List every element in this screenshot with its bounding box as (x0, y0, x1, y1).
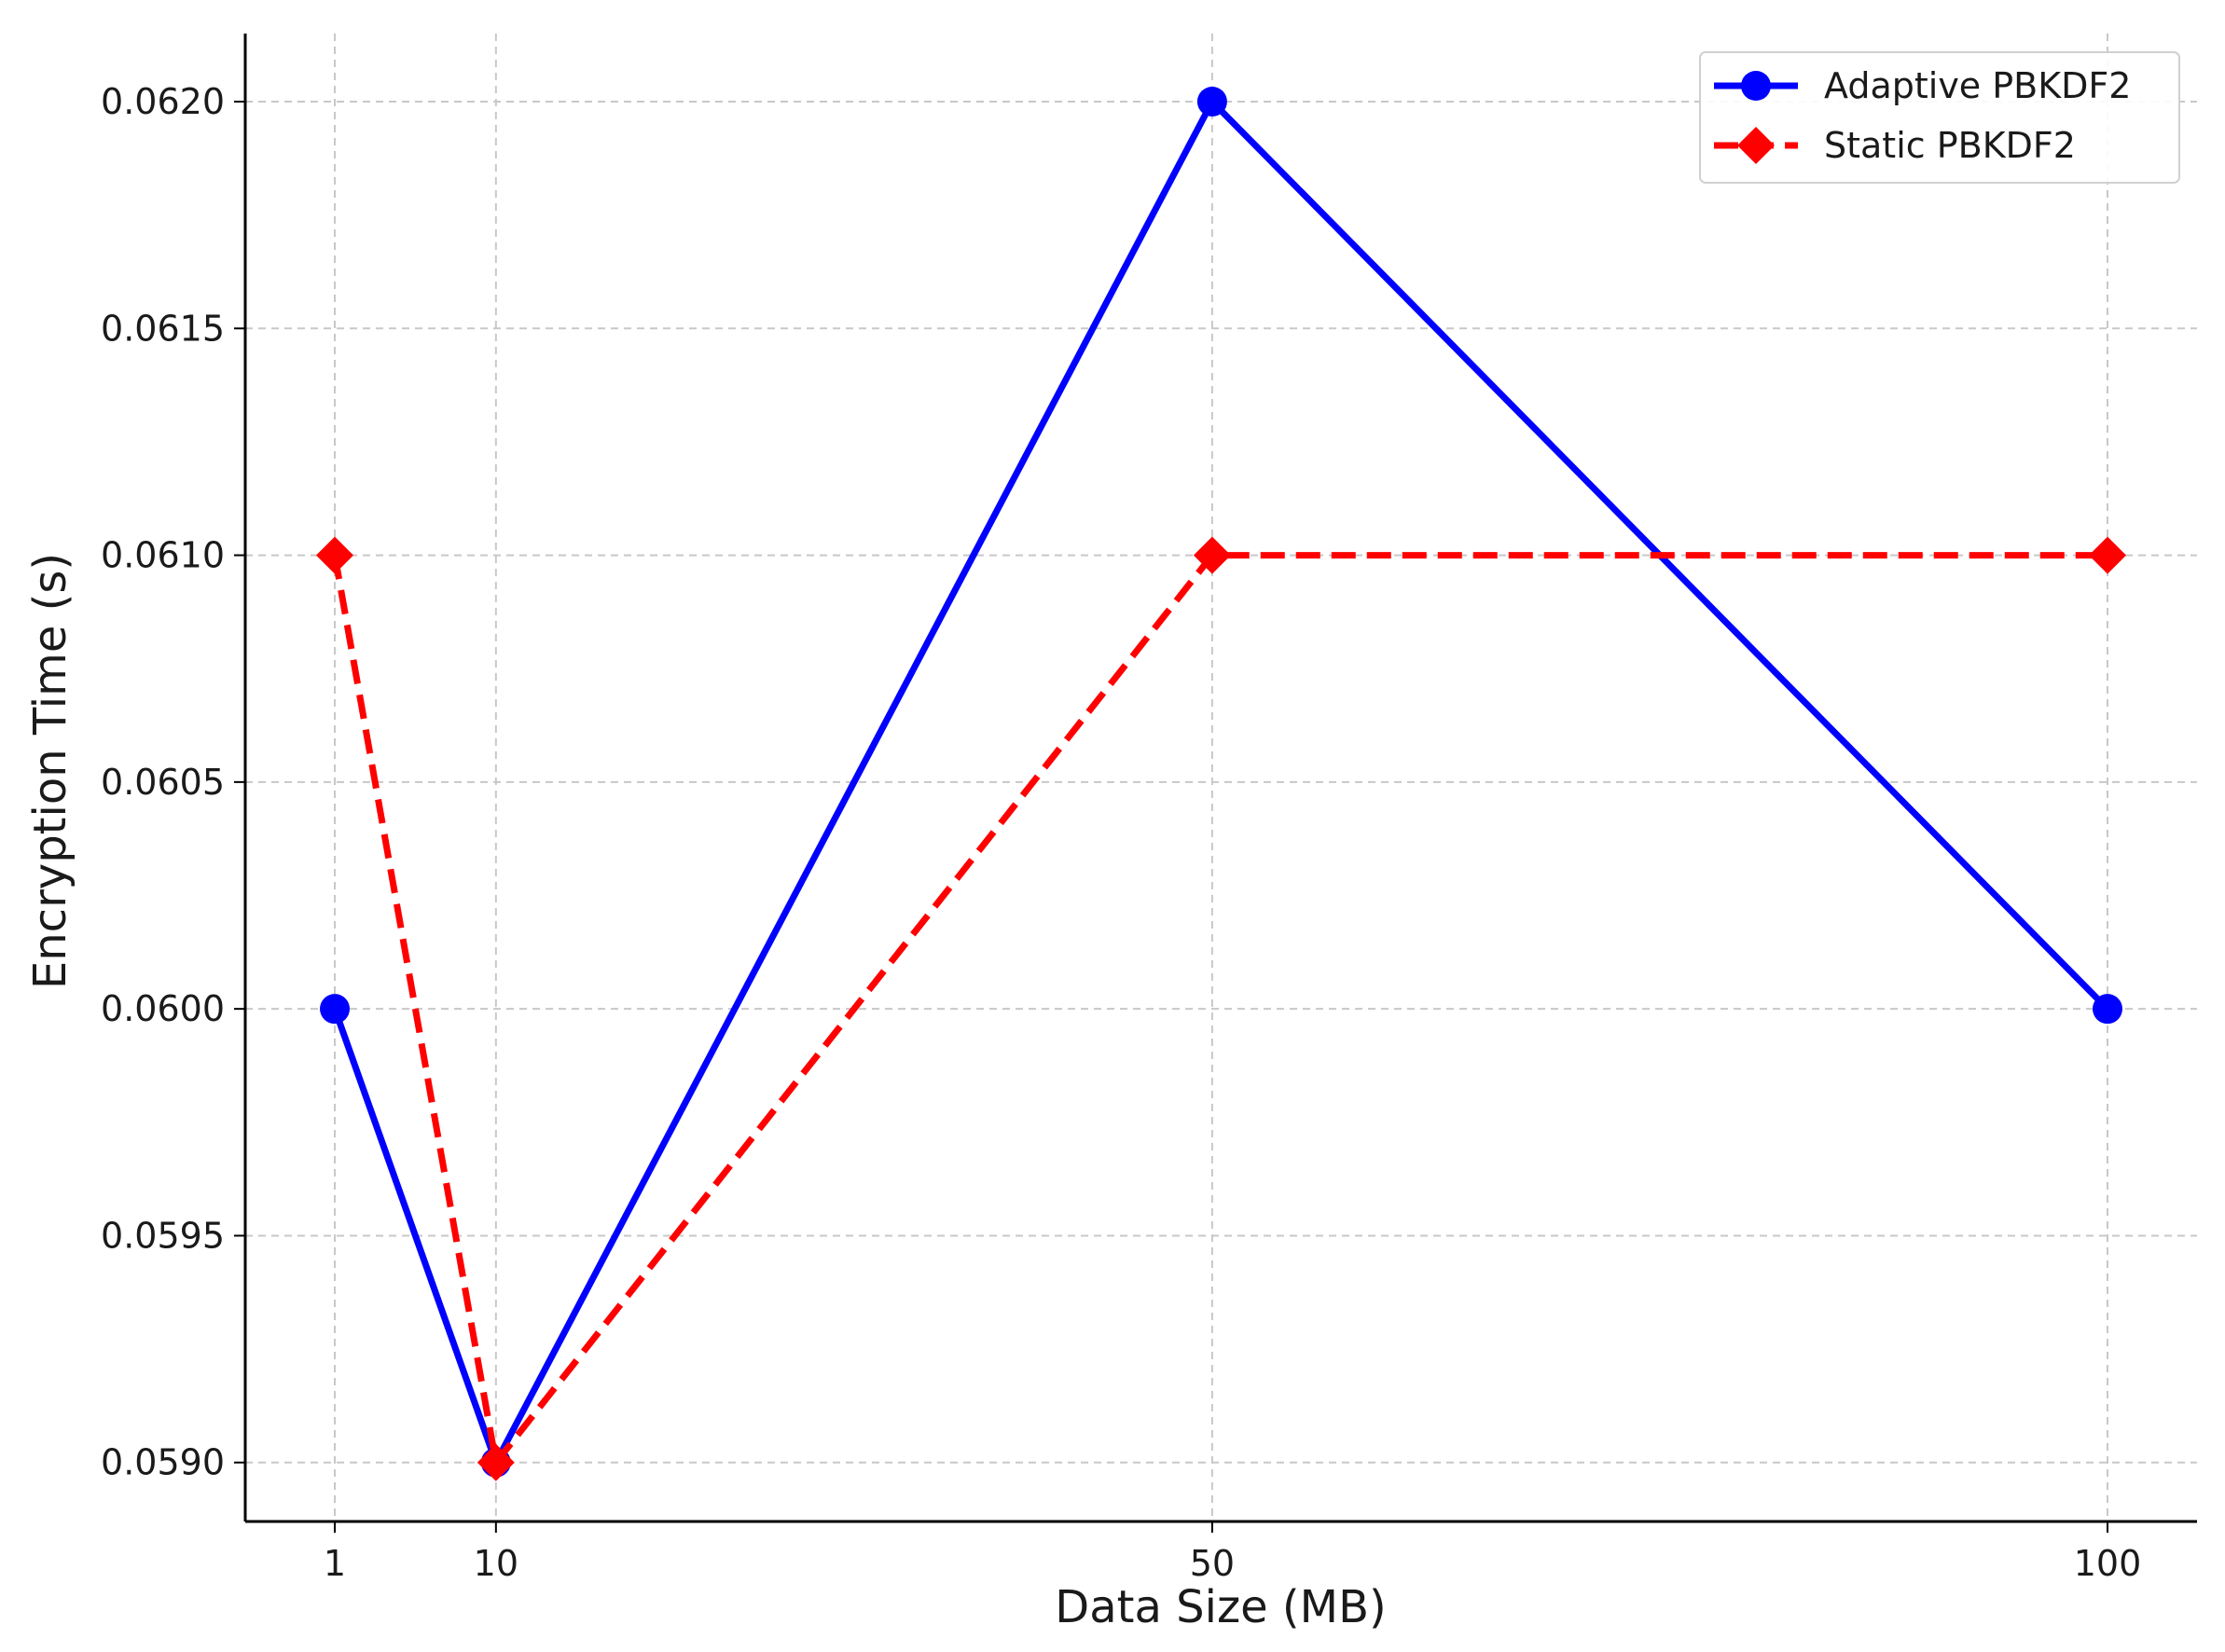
legend-label: Adaptive PBKDF2 (1824, 65, 2131, 106)
data-point (320, 994, 351, 1025)
y-tick-label: 0.0615 (101, 308, 225, 349)
data-point (2088, 536, 2126, 574)
series-line (331, 552, 2108, 1466)
x-tick-label: 50 (1190, 1543, 1235, 1584)
legend[interactable]: Adaptive PBKDF2 Static PBKDF2 (1699, 51, 2180, 184)
y-tick-label: 0.0620 (101, 81, 225, 122)
grid-lines (245, 34, 2197, 1521)
legend-item-0[interactable]: Adaptive PBKDF2 (1714, 65, 2131, 106)
data-point (316, 536, 354, 574)
x-tick-label: 100 (2074, 1543, 2142, 1584)
legend-swatch-marker (1741, 71, 1771, 101)
y-tick-label: 0.0600 (101, 988, 225, 1029)
x-tick-label: 1 (324, 1543, 346, 1584)
y-tick-label: 0.0605 (101, 762, 225, 803)
series-1 (316, 536, 2126, 1481)
legend-box (1699, 51, 2180, 184)
tick-labels: 0.0590 0.0595 0.0600 0.0605 0.0610 0.0615 0.06… (101, 81, 2141, 1584)
axes (243, 34, 2197, 1523)
x-axis-label: Data Size (MB) (1055, 1581, 1386, 1633)
data-point (477, 1443, 515, 1481)
x-tick-label: 10 (474, 1543, 518, 1584)
data-point (2092, 994, 2122, 1025)
legend-items: Adaptive PBKDF2 Static PBKDF2 (1714, 65, 2131, 166)
y-tick-label: 0.0610 (101, 535, 225, 576)
data-point (1196, 86, 1227, 117)
legend-label: Static PBKDF2 (1824, 125, 2076, 166)
y-tick-label: 0.0595 (101, 1215, 225, 1256)
legend-item-1[interactable]: Static PBKDF2 (1714, 125, 2076, 166)
legend-swatch-marker (1737, 127, 1775, 164)
y-tick-label: 0.0590 (101, 1442, 225, 1483)
series-layer (316, 86, 2126, 1481)
data-point (1193, 536, 1231, 574)
y-axis-label: Encryption Time (s) (24, 553, 76, 989)
